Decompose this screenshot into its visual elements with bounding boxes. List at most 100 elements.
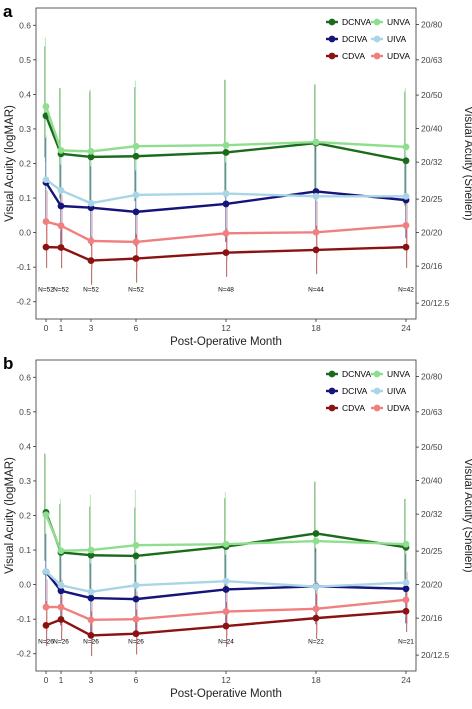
data-point-uiva: [42, 568, 50, 575]
data-point-udva: [87, 237, 95, 245]
n-label: N=26: [53, 639, 69, 646]
series-unva: [42, 103, 410, 155]
x-tick-label: 12: [221, 323, 231, 333]
legend-key-point: [373, 52, 381, 60]
data-point-uiva: [402, 579, 410, 586]
snellen-tick-label: 20/12.5: [421, 650, 450, 660]
panel-b: b -0.2 -0.1 0.0 0.1 0.2 0.3 0.4 0.5 0.6 20/80 20/63…: [3, 354, 472, 700]
y-tick-label: 0.6: [19, 372, 31, 382]
legend-key-point: [328, 35, 336, 43]
data-point-udva: [57, 603, 65, 611]
data-point-uiva: [57, 187, 65, 194]
data-point-cdva: [42, 243, 50, 251]
data-point-uiva: [87, 588, 95, 596]
snellen-tick-label: 20/50: [421, 442, 443, 452]
n-label: N=52: [38, 287, 54, 294]
y-tick-label: 0.4: [19, 89, 31, 99]
data-point-dciva: [312, 188, 320, 195]
legend: DCNVA UNVA DCIVA UIVA CDVA UDVA: [326, 369, 410, 413]
snellen-tick-label: 20/32: [421, 509, 443, 519]
data-point-uiva: [57, 581, 65, 589]
data-point-unva: [402, 540, 410, 548]
legend-key-point: [373, 18, 381, 26]
legend-entry-unva: UNVA: [387, 17, 410, 27]
data-point-dcnva: [402, 157, 410, 165]
series-cdva: [42, 243, 410, 265]
y-tick-label: 0.2: [19, 511, 31, 521]
y-tick-label: 0.0: [19, 580, 31, 590]
y-tick-label: 0.1: [19, 193, 31, 203]
legend-key-point: [328, 387, 336, 395]
legend-entry-unva: UNVA: [387, 369, 410, 379]
data-point-udva: [42, 218, 50, 225]
data-point-cdva: [402, 243, 410, 251]
legend-entry-cdva: CDVA: [342, 403, 365, 413]
snellen-tick-label: 20/20: [421, 580, 443, 590]
snellen-tick-label: 20/63: [421, 55, 443, 65]
y-tick-label: 0.3: [19, 124, 31, 134]
snellen-tick-label: 20/20: [421, 228, 443, 238]
snellen-tick-label: 20/50: [421, 90, 443, 100]
data-point-cdva: [312, 246, 320, 254]
data-point-udva: [57, 222, 65, 230]
x-tick-label: 24: [401, 323, 411, 333]
data-point-dciva: [222, 200, 230, 208]
data-point-unva: [132, 142, 140, 150]
data-point-uiva: [402, 192, 410, 200]
n-label: N=26: [83, 639, 99, 646]
y-axis-right-title: Visual Acuity (Snellen): [462, 106, 472, 220]
data-point-unva: [87, 148, 95, 155]
series-uiva: [42, 568, 410, 596]
data-point-dcnva: [132, 152, 140, 160]
data-point-cdva: [132, 255, 140, 262]
n-label: N=26: [128, 639, 144, 646]
y-tick-label: 0.5: [19, 407, 31, 417]
y-tick-label: 0.0: [19, 228, 31, 238]
legend-entry-uiva: UIVA: [387, 34, 407, 44]
y-tick-label: 0.4: [19, 441, 31, 451]
snellen-tick-label: 20/25: [421, 194, 443, 204]
data-point-udva: [132, 238, 140, 246]
data-point-unva: [222, 540, 230, 548]
data-point-dcnva: [87, 551, 95, 559]
y-tick-label: 0.1: [19, 545, 31, 555]
snellen-tick-label: 20/12.5: [421, 298, 450, 308]
legend-key-point: [328, 404, 336, 412]
x-tick-label: 1: [59, 675, 64, 685]
data-point-uiva: [132, 191, 140, 199]
data-point-dciva: [222, 586, 230, 593]
x-tick-label: 12: [221, 675, 231, 685]
snellen-tick-label: 20/40: [421, 476, 443, 486]
snellen-tick-label: 20/16: [421, 261, 443, 271]
data-point-cdva: [222, 249, 230, 257]
data-point-unva: [222, 141, 230, 149]
n-label: N=44: [308, 287, 324, 294]
data-point-dciva: [132, 595, 140, 603]
y-tick-label: -0.2: [16, 297, 31, 307]
n-label: N=48: [218, 287, 234, 294]
data-point-dciva: [57, 202, 65, 210]
n-label: N=52: [83, 287, 99, 294]
n-label: N=42: [398, 287, 414, 294]
data-point-cdva: [87, 632, 95, 639]
legend-entry-uiva: UIVA: [387, 386, 407, 396]
legend-key-point: [373, 370, 381, 378]
data-point-uiva: [222, 577, 230, 585]
series-cdva: [42, 607, 410, 639]
legend-key-point: [328, 52, 336, 60]
snellen-tick-label: 20/32: [421, 157, 443, 167]
y-tick-label: 0.3: [19, 476, 31, 486]
legend-entry-cdva: CDVA: [342, 51, 365, 61]
data-point-cdva: [57, 244, 65, 251]
data-point-udva: [42, 603, 50, 611]
x-tick-label: 18: [311, 675, 321, 685]
data-point-udva: [402, 596, 410, 604]
data-point-udva: [312, 228, 320, 236]
x-tick-label: 3: [89, 323, 94, 333]
snellen-tick-label: 20/80: [421, 20, 443, 30]
data-point-unva: [42, 511, 50, 519]
data-point-uiva: [87, 199, 95, 207]
y-tick-label: 0.5: [19, 55, 31, 65]
n-label: N=52: [128, 287, 144, 294]
n-label: N=21: [398, 639, 414, 646]
